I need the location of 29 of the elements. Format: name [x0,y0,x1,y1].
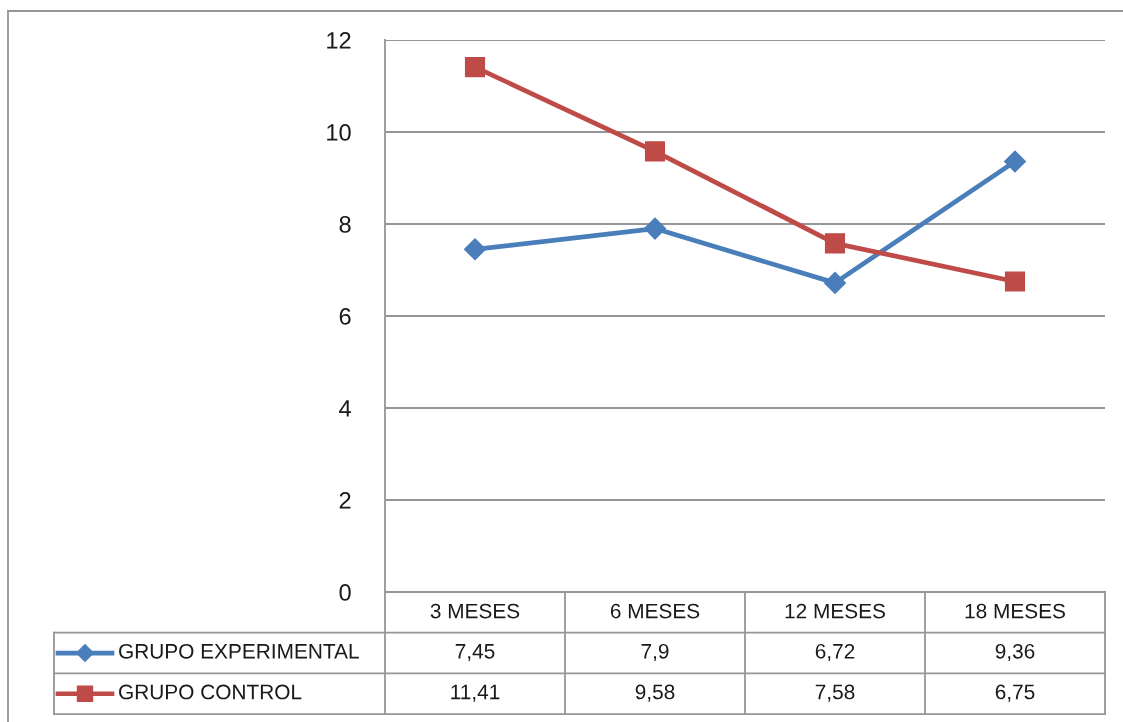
x-tick-label: 18 MESES [965,603,1065,619]
point [464,57,486,78]
point [1003,150,1027,173]
point [644,141,666,162]
data-label: 6,72 [815,643,855,662]
x-tick-label: 6 MESES [610,603,700,619]
point [824,233,846,254]
x-tick-label: 12 MESES [785,603,885,619]
data-label: 7,45 [455,644,495,662]
y-tick-label: 6 [339,308,351,325]
y-tick-label: 8 [339,216,351,233]
y-tick-label: 10 [327,124,351,141]
data-label: 9,58 [635,684,675,702]
y-tick-label: 0 [339,584,351,601]
data-label: 9,36 [995,643,1035,662]
x-tick-label: 3 MESES [430,603,520,619]
y-tick-label: 12 [327,32,351,49]
y-tick-label: 2 [339,492,351,509]
data-label: 7,58 [815,684,855,702]
point [1004,271,1026,292]
data-label: 11,41 [451,684,500,702]
point [823,271,847,294]
data-label: 6,75 [995,684,1035,702]
legend-label: GRUPO EXPERIMENTAL [119,643,359,659]
legend-label: GRUPO CONTROL [119,684,302,700]
point [643,217,667,240]
point [463,238,487,261]
data-label: 7,9 [641,643,669,662]
y-tick-label: 4 [339,400,351,417]
